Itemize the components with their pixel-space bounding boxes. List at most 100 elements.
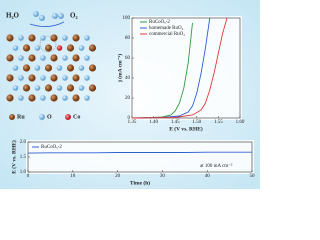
molecule-label: O₂ [70,12,78,20]
atom [22,44,31,52]
data-line [131,17,211,119]
atom [72,54,80,62]
legend-label: O [47,114,52,120]
atom [88,44,97,52]
atom [34,45,41,51]
arrow [29,21,65,27]
y-tick-label: 1.5 [20,155,27,160]
atom [78,85,85,91]
atom [18,55,24,61]
atom [40,75,46,81]
y-tick-label: 0 [128,116,131,121]
x-tick-label: 0 [27,174,30,179]
atom [6,74,14,82]
atom [44,84,53,92]
molecule-label: H₂O [6,12,20,20]
x-tick-label: 1.40 [149,120,158,125]
highlight [39,35,57,53]
y-tick-label: 2.0 [20,140,27,145]
data-line [131,17,228,119]
atom [84,75,90,81]
y-axis-label: E (V vs. RHE) [10,140,17,174]
atom [62,55,68,61]
legend-swatch [9,114,15,120]
molecule-atom [39,15,45,21]
atom [18,95,24,101]
plot-frame [131,17,241,119]
atom [88,64,97,72]
illustration: H₂O O₂ [6,11,97,102]
legend-label: commercial RuO₂ [149,32,185,37]
legend-label: Co [73,114,80,120]
atom-legend: Ru O Co [9,114,80,120]
x-tick-label: 1.50 [192,120,201,125]
atom [22,84,31,92]
atom [66,44,75,52]
x-tick-label: 1.45 [171,120,180,125]
atom [56,65,63,71]
legend-swatch [65,114,71,120]
x-tick-label: 30 [160,174,166,179]
atom [18,75,24,81]
atom [66,84,75,92]
data-line [27,151,252,154]
x-tick-label: 1.35 [128,120,137,125]
atom [62,35,68,41]
y-tick-label: 20 [125,96,131,101]
atom [88,84,97,92]
molecule-atom [58,13,64,19]
atom [34,85,41,91]
atom [34,65,41,71]
atom [50,34,58,42]
y-tick-label: 1.0 [20,170,27,175]
atom [78,45,85,51]
y-tick-label: 60 [125,56,131,61]
atom [50,54,58,62]
atom [62,75,68,81]
x-tick-label: 50 [250,174,256,179]
atom [50,74,58,82]
x-axis-label: Time (h) [130,179,150,186]
x-axis-label: E (V vs. RHE) [169,125,203,132]
atom [18,35,24,41]
atom [72,74,80,82]
atom [78,65,85,71]
atom [72,34,80,42]
atom [84,55,90,61]
atom [28,74,36,82]
atom [28,94,36,102]
plot-background [26,140,254,174]
legend-swatch [39,114,45,120]
atom [44,64,53,72]
atom [84,35,90,41]
legend-label: homemade RuO₂ [149,26,184,31]
legend-label: RuCoOₓ-2 [149,20,170,25]
y-tick-label: 40 [125,76,131,81]
atom [12,85,19,91]
annotation: at 100 mA cm⁻² [200,163,233,169]
atom [56,45,63,51]
figure: H₂O O₂ Ru O Co 1.35 1.40 1.45 1.50 1.55 1.600… [0,0,260,189]
atom [44,44,53,52]
y-tick-label: 100 [123,16,131,21]
atom [56,85,63,91]
atom [12,45,19,51]
atom [40,55,46,61]
atom [6,34,14,42]
atom [6,94,14,102]
atom [22,64,31,72]
x-tick-label: 1.55 [214,120,223,125]
atom [66,64,75,72]
molecule-atom [33,11,39,17]
atom [40,35,46,41]
atom [72,94,80,102]
molecule-atom [52,13,58,19]
plot-background [130,16,242,120]
atom [6,54,14,62]
atom [28,54,36,62]
legend-label: RuCoOₓ-2 [41,145,62,150]
x-tick-label: 20 [115,174,121,179]
atom [28,34,36,42]
x-tick-label: 1.60 [236,120,245,125]
atom [62,95,68,101]
